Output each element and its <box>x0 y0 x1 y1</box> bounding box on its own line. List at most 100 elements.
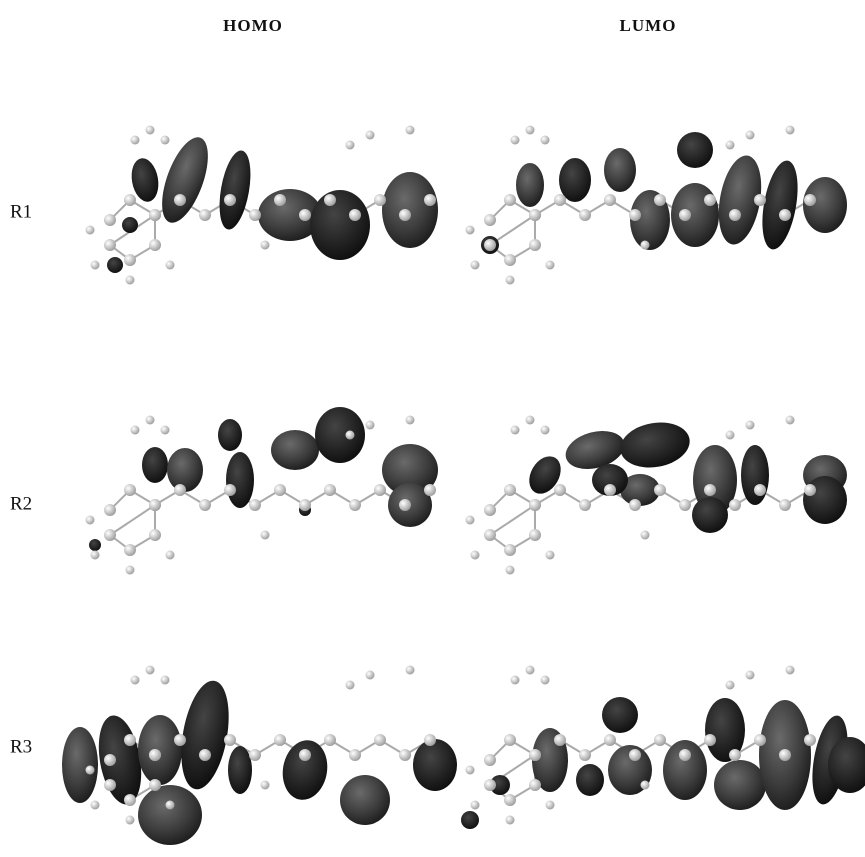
hydrogen <box>406 666 415 675</box>
hydrogen <box>726 141 735 150</box>
atom <box>104 214 116 226</box>
atom <box>424 734 436 746</box>
hydrogen <box>261 781 270 790</box>
hydrogen <box>126 276 135 285</box>
hydrogen <box>786 416 795 425</box>
atom <box>424 484 436 496</box>
atom <box>174 734 186 746</box>
atom <box>804 484 816 496</box>
atom <box>274 194 286 206</box>
atom <box>579 499 591 511</box>
atom <box>149 239 161 251</box>
atom <box>604 484 616 496</box>
atom <box>704 194 716 206</box>
atom <box>704 734 716 746</box>
atom <box>349 749 361 761</box>
atom <box>654 194 666 206</box>
hydrogen <box>726 681 735 690</box>
atom <box>729 749 741 761</box>
atom <box>104 504 116 516</box>
hydrogen <box>131 136 140 145</box>
orbital-lobe <box>89 539 101 551</box>
atom <box>224 194 236 206</box>
hydrogen <box>166 261 175 270</box>
hydrogen <box>641 531 650 540</box>
hydrogen <box>86 766 95 775</box>
atom <box>529 239 541 251</box>
hydrogen <box>471 261 480 270</box>
orbital-lobe <box>228 746 252 794</box>
atom <box>199 499 211 511</box>
orbital-lobe <box>226 452 254 508</box>
hydrogen <box>146 126 155 135</box>
hydrogen <box>746 131 755 140</box>
orbital-lobe <box>340 775 390 825</box>
atom <box>324 734 336 746</box>
atom <box>504 194 516 206</box>
column-label: HOMO <box>223 16 283 35</box>
orbital-lobe <box>107 257 123 273</box>
hydrogen <box>541 426 550 435</box>
atom <box>654 734 666 746</box>
atom <box>529 529 541 541</box>
atom <box>729 209 741 221</box>
atom <box>224 734 236 746</box>
atom <box>274 734 286 746</box>
atom <box>754 194 766 206</box>
atom <box>424 194 436 206</box>
atom <box>484 239 496 251</box>
hydrogen <box>346 681 355 690</box>
orbital-lobe <box>62 727 98 803</box>
hydrogen <box>166 801 175 810</box>
row-label: R2 <box>10 493 32 514</box>
atom <box>529 779 541 791</box>
atom <box>374 484 386 496</box>
hydrogen <box>546 261 555 270</box>
orbital-lobe <box>122 217 138 233</box>
hydrogen <box>526 416 535 425</box>
hydrogen <box>366 421 375 430</box>
atom <box>484 504 496 516</box>
figure: HOMO LUMO R1 R2 R3 <box>0 0 865 857</box>
atom <box>679 499 691 511</box>
atom <box>679 749 691 761</box>
atom <box>299 499 311 511</box>
orbital-lobe <box>714 760 766 810</box>
hydrogen <box>91 551 100 560</box>
atom <box>299 209 311 221</box>
hydrogen <box>146 666 155 675</box>
atom <box>349 499 361 511</box>
hydrogen <box>546 801 555 810</box>
atom <box>399 749 411 761</box>
atom <box>579 749 591 761</box>
hydrogen <box>471 801 480 810</box>
atom <box>504 734 516 746</box>
atom <box>604 734 616 746</box>
atom <box>679 209 691 221</box>
hydrogen <box>366 131 375 140</box>
hydrogen <box>406 126 415 135</box>
hydrogen <box>526 126 535 135</box>
row-label: R3 <box>10 736 32 757</box>
orbital-lobe <box>677 132 713 168</box>
atom <box>399 209 411 221</box>
atom <box>149 209 161 221</box>
hydrogen <box>126 566 135 575</box>
orbital-lobe <box>138 785 202 845</box>
hydrogen <box>526 666 535 675</box>
atom <box>504 254 516 266</box>
atom <box>274 484 286 496</box>
atom <box>604 194 616 206</box>
orbital-lobe <box>516 163 544 207</box>
hydrogen <box>541 676 550 685</box>
atom <box>704 484 716 496</box>
atom <box>324 484 336 496</box>
orbital-lobe <box>271 430 319 470</box>
atom <box>249 749 261 761</box>
orbital-lobe <box>692 497 728 533</box>
hydrogen <box>91 261 100 270</box>
orbital-lobe <box>142 447 168 483</box>
atom <box>249 209 261 221</box>
atom <box>399 499 411 511</box>
atom <box>529 209 541 221</box>
